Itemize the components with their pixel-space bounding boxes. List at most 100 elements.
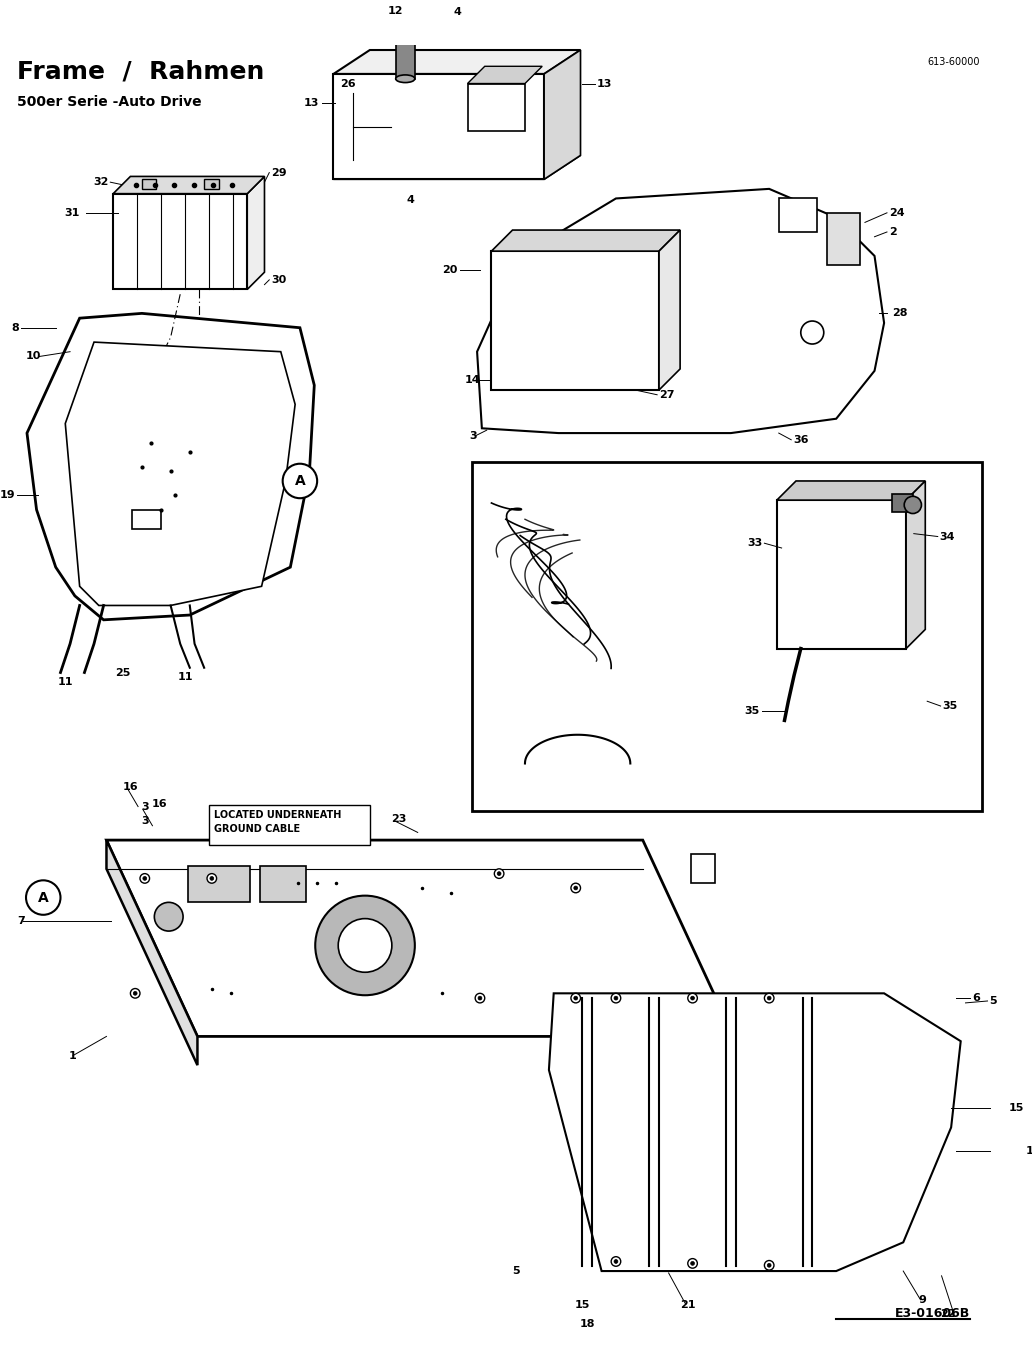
Text: 24: 24 [889, 207, 904, 218]
Text: 35: 35 [942, 701, 958, 711]
Text: 5: 5 [513, 1266, 520, 1276]
Polygon shape [549, 993, 961, 1271]
Circle shape [207, 874, 217, 883]
Text: E3-01606B: E3-01606B [895, 1308, 970, 1320]
Circle shape [571, 883, 581, 893]
Text: 500er Serie -Auto Drive: 500er Serie -Auto Drive [18, 95, 202, 108]
Bar [188, 866, 250, 902]
Bar [777, 500, 906, 649]
Circle shape [130, 989, 140, 999]
Text: 8: 8 [11, 322, 20, 333]
Bar [473, 462, 981, 812]
Bar [467, 84, 525, 131]
Bar [204, 179, 219, 188]
Ellipse shape [395, 18, 415, 26]
Text: 21: 21 [680, 1299, 696, 1309]
Text: 11: 11 [178, 672, 193, 683]
Text: 26: 26 [340, 79, 356, 88]
Text: A: A [38, 890, 49, 905]
Text: 9: 9 [918, 1295, 927, 1305]
Polygon shape [106, 840, 197, 1065]
Text: 7: 7 [18, 916, 25, 927]
Circle shape [767, 996, 771, 1000]
Text: 18: 18 [1026, 1146, 1032, 1156]
Circle shape [478, 996, 482, 1000]
Text: LOCATED UNDERNEATH
GROUND CABLE: LOCATED UNDERNEATH GROUND CABLE [214, 810, 342, 833]
Circle shape [155, 902, 183, 931]
Text: 22: 22 [940, 1309, 956, 1320]
Text: 13: 13 [596, 79, 612, 88]
Text: 20: 20 [443, 266, 458, 275]
Bar [208, 805, 369, 846]
Circle shape [574, 996, 578, 1000]
Text: 29: 29 [271, 168, 287, 178]
Polygon shape [467, 66, 542, 84]
Polygon shape [333, 75, 544, 179]
Text: 23: 23 [391, 814, 407, 824]
Circle shape [765, 993, 774, 1003]
Circle shape [338, 919, 392, 973]
Text: 31: 31 [64, 207, 79, 218]
Bar [141, 179, 156, 188]
Polygon shape [114, 176, 264, 194]
Text: 10: 10 [26, 351, 41, 362]
Circle shape [765, 1260, 774, 1270]
Text: 3: 3 [141, 816, 149, 827]
Bar [132, 509, 161, 528]
Circle shape [614, 996, 618, 1000]
Text: 30: 30 [271, 275, 287, 285]
Polygon shape [333, 50, 581, 75]
Circle shape [687, 1259, 698, 1268]
Circle shape [142, 877, 147, 881]
Polygon shape [777, 481, 926, 500]
Circle shape [26, 881, 61, 915]
Text: 14: 14 [464, 375, 480, 385]
Text: 12: 12 [388, 7, 404, 16]
Text: 3: 3 [141, 802, 149, 812]
Bar [114, 194, 248, 290]
Bar [395, 22, 415, 79]
Text: 613-60000: 613-60000 [928, 57, 979, 66]
Text: Frame  /  Rahmen: Frame / Rahmen [18, 60, 265, 84]
Text: 3: 3 [470, 431, 477, 440]
Polygon shape [65, 341, 295, 606]
Text: 18: 18 [580, 1318, 595, 1329]
Text: 25: 25 [115, 668, 130, 678]
Circle shape [140, 874, 150, 883]
Polygon shape [106, 840, 734, 1037]
Text: 15: 15 [575, 1299, 590, 1309]
Text: 2: 2 [889, 228, 897, 237]
Ellipse shape [395, 75, 415, 83]
Circle shape [611, 993, 620, 1003]
Bar [491, 251, 659, 390]
Text: 5: 5 [990, 996, 997, 1005]
Text: 4: 4 [323, 806, 330, 816]
Bar [827, 213, 860, 266]
Bar [260, 866, 305, 902]
Polygon shape [491, 230, 680, 251]
Bar [779, 198, 817, 232]
Text: 4: 4 [454, 7, 462, 16]
Text: 1: 1 [69, 1050, 76, 1061]
Circle shape [283, 463, 317, 499]
Bar [690, 855, 714, 883]
Text: 16: 16 [152, 798, 167, 809]
Text: 36: 36 [794, 435, 809, 444]
Circle shape [904, 496, 922, 514]
Text: 34: 34 [940, 531, 956, 542]
Circle shape [494, 869, 504, 878]
Circle shape [690, 1262, 695, 1266]
Text: 35: 35 [744, 706, 760, 715]
Circle shape [497, 871, 501, 875]
Text: 13: 13 [303, 98, 319, 107]
Polygon shape [27, 313, 315, 619]
Polygon shape [333, 156, 581, 179]
Text: 19: 19 [0, 491, 15, 500]
Circle shape [133, 992, 137, 995]
Circle shape [315, 896, 415, 995]
Circle shape [614, 1260, 618, 1263]
Polygon shape [544, 50, 581, 179]
Circle shape [611, 1256, 620, 1267]
Text: 15: 15 [1008, 1103, 1024, 1114]
Polygon shape [659, 230, 680, 390]
